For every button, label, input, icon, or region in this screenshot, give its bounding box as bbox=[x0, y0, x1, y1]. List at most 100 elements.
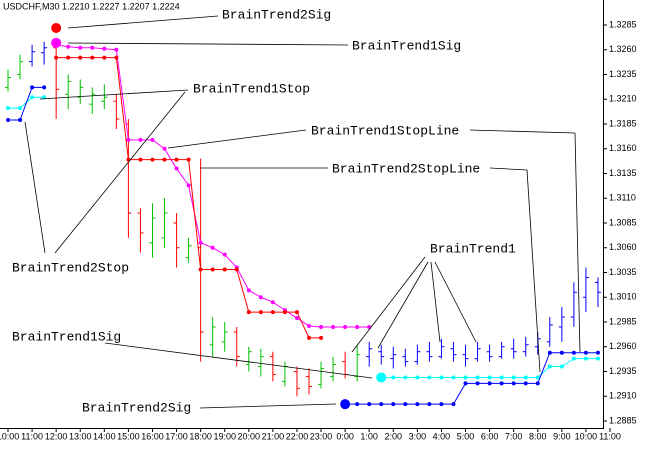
indicator-dot bbox=[18, 118, 23, 123]
indicator-dot bbox=[535, 381, 540, 386]
leader-line bbox=[430, 261, 441, 343]
indicator-dot bbox=[559, 364, 564, 369]
x-tick-label: 6:00 bbox=[481, 431, 499, 441]
leader-line bbox=[104, 342, 373, 379]
leader-line bbox=[167, 129, 307, 149]
x-tick-label: 4:00 bbox=[433, 431, 451, 441]
indicator-dot bbox=[6, 106, 10, 111]
annotation: BrainTrend2Stop bbox=[12, 260, 129, 275]
indicator-dot bbox=[66, 44, 71, 49]
leader-line bbox=[67, 42, 349, 46]
indicator-dot bbox=[547, 350, 552, 355]
y-tick-label: 1.3285 bbox=[609, 19, 637, 29]
indicator-dot bbox=[415, 375, 420, 380]
indicator-dot bbox=[331, 324, 336, 329]
indicator-dot bbox=[258, 295, 263, 300]
leader-line bbox=[469, 129, 576, 134]
indicator-dot bbox=[258, 310, 263, 315]
indicator-dot bbox=[270, 300, 275, 305]
y-tick-label: 1.3110 bbox=[609, 193, 636, 203]
annotation: BrainTrend2Sig bbox=[82, 400, 191, 415]
y-tick-label: 1.3010 bbox=[609, 292, 637, 302]
indicator-line bbox=[8, 86, 598, 405]
x-tick-label: 8:00 bbox=[529, 431, 547, 441]
signal-dot bbox=[51, 22, 62, 33]
annotation: BrainTrend1Sig bbox=[12, 329, 121, 344]
y-tick-label: 1.3135 bbox=[609, 168, 637, 178]
indicator-dot bbox=[391, 402, 396, 407]
y-tick-label: 1.3210 bbox=[609, 94, 637, 104]
indicator-dot bbox=[511, 381, 516, 386]
indicator-dot bbox=[198, 267, 203, 272]
indicator-dot bbox=[415, 402, 420, 407]
indicator-dot bbox=[475, 375, 480, 380]
indicator-dot bbox=[547, 364, 552, 369]
indicator-dot bbox=[499, 375, 504, 380]
indicator-dot bbox=[18, 106, 23, 111]
indicator-dot bbox=[499, 381, 504, 386]
indicator-dot bbox=[307, 323, 311, 328]
x-tick-label: 5:00 bbox=[457, 431, 475, 441]
indicator-dot bbox=[42, 85, 47, 90]
indicator-dot bbox=[319, 324, 324, 329]
x-tick-label: 1:00 bbox=[360, 431, 378, 441]
y-tick-label: 1.3085 bbox=[609, 217, 637, 227]
y-tick-label: 1.3160 bbox=[609, 143, 637, 153]
leader-line bbox=[526, 169, 541, 373]
annotation: BrainTrend1 bbox=[430, 241, 516, 256]
indicator-dot bbox=[162, 157, 167, 162]
indicator-dot bbox=[114, 47, 119, 52]
indicator-dot bbox=[319, 335, 324, 340]
indicator-dot bbox=[210, 267, 215, 272]
x-tick-label: 0:00 bbox=[336, 431, 354, 441]
indicator-dot bbox=[343, 324, 348, 329]
indicator-dot bbox=[78, 55, 83, 60]
indicator-dot bbox=[42, 95, 47, 100]
header: USDCHF,M30 1.2210 1.2227 1.2207 1.2224 bbox=[3, 1, 180, 11]
indicator-dot bbox=[102, 46, 107, 51]
indicator-dot bbox=[234, 267, 239, 272]
x-tick-label: 22:00 bbox=[286, 431, 309, 441]
y-tick-label: 1.3060 bbox=[609, 242, 637, 252]
indicator-dot bbox=[78, 45, 83, 50]
indicator-dot bbox=[138, 137, 143, 142]
indicator-dot bbox=[355, 402, 360, 407]
indicator-dot bbox=[487, 381, 492, 386]
y-tick-label: 1.2910 bbox=[609, 391, 637, 401]
leader-line bbox=[199, 403, 337, 409]
x-tick-label: 7:00 bbox=[505, 431, 523, 441]
indicator-dot bbox=[427, 375, 432, 380]
annotation: BrainTrend2StopLine bbox=[332, 161, 480, 176]
y-tick-label: 1.2935 bbox=[609, 366, 637, 376]
indicator-dot bbox=[583, 350, 588, 355]
indicator-dot bbox=[451, 402, 456, 407]
y-tick-label: 1.2985 bbox=[609, 316, 637, 326]
indicator-dot bbox=[355, 324, 360, 329]
indicator-dot bbox=[30, 95, 35, 100]
y-tick-label: 1.3235 bbox=[609, 69, 637, 79]
indicator-dot bbox=[90, 45, 95, 50]
x-tick-label: 13:00 bbox=[69, 431, 92, 441]
x-tick-label: 9:00 bbox=[553, 431, 571, 441]
y-tick-label: 1.3260 bbox=[609, 44, 637, 54]
indicator-dot bbox=[487, 375, 492, 380]
leader-line bbox=[24, 121, 46, 254]
indicator-dot bbox=[294, 316, 299, 321]
x-tick-label: 17:00 bbox=[165, 431, 188, 441]
x-tick-label: 20:00 bbox=[238, 431, 261, 441]
indicator-dot bbox=[126, 137, 131, 142]
indicator-dot bbox=[90, 55, 95, 60]
indicator-dot bbox=[162, 146, 167, 151]
x-tick-label: 14:00 bbox=[93, 431, 116, 441]
x-tick-label: 11:00 bbox=[21, 431, 43, 441]
indicator-dot bbox=[571, 356, 576, 361]
x-tick-label: 2:00 bbox=[385, 431, 403, 441]
indicator-dot bbox=[595, 356, 600, 361]
indicator-dot bbox=[282, 310, 287, 315]
indicator-dot bbox=[511, 375, 516, 380]
indicator-dot bbox=[66, 55, 71, 60]
x-tick-label: 15:00 bbox=[117, 431, 140, 441]
x-tick-label: 12:00 bbox=[45, 431, 68, 441]
